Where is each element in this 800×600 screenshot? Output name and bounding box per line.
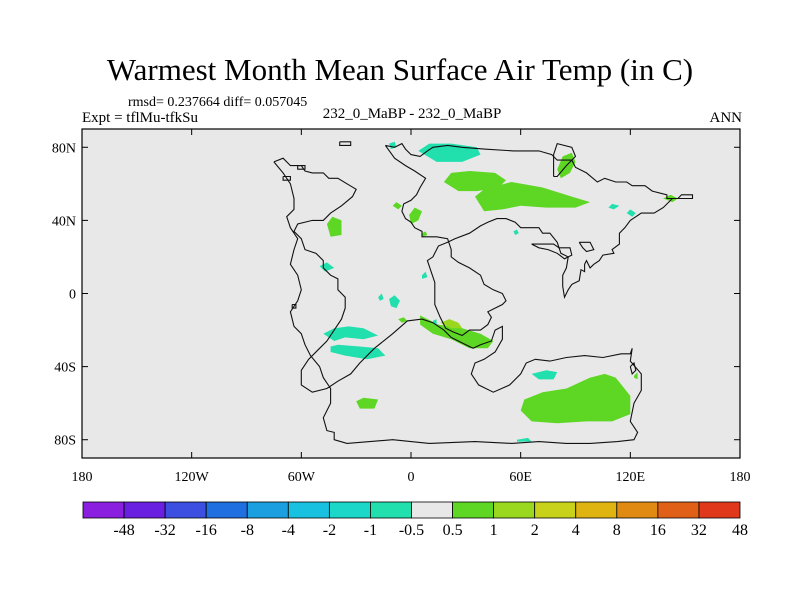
colorbar-box-10 xyxy=(493,501,536,519)
colorbar-label-10: 2 xyxy=(531,522,539,539)
coastline-6 xyxy=(282,175,291,181)
coastlines xyxy=(273,141,694,444)
colorbar-box-6 xyxy=(328,501,371,519)
anomaly-patch-22 xyxy=(531,370,558,380)
colorbar-box-11 xyxy=(534,501,577,519)
colorbar-box-7 xyxy=(370,501,412,519)
anomaly-patch-19 xyxy=(389,295,400,309)
anomaly-patch-20 xyxy=(422,271,428,279)
colorbar-label-14: 32 xyxy=(691,522,707,539)
anomaly-patch-23 xyxy=(608,203,620,210)
colorbar-label-7: -0.5 xyxy=(399,522,424,539)
stats-text: rmsd= 0.237664 diff= 0.057045 xyxy=(128,95,308,110)
coastline-7 xyxy=(297,165,306,170)
anomaly-patch-0 xyxy=(443,171,506,192)
anomaly-patch-14 xyxy=(418,143,481,162)
plot-area xyxy=(82,129,740,458)
colorbar-label-6: -1 xyxy=(364,522,377,539)
colorbar-box-9 xyxy=(452,501,495,519)
y-tick-label-1: 40N xyxy=(52,214,76,229)
anomaly-patch-24 xyxy=(626,209,636,217)
anomaly-patch-26 xyxy=(517,437,532,442)
colorbar-box-3 xyxy=(205,501,248,519)
colorbar-label-11: 4 xyxy=(572,522,580,539)
x-tick-label-1: 120W xyxy=(175,470,210,485)
anomaly-patch-5 xyxy=(409,207,422,224)
x-tick-label-5: 120E xyxy=(616,470,646,485)
chart-title: Warmest Month Mean Surface Air Temp (in … xyxy=(106,52,694,87)
coastline-2 xyxy=(531,243,573,260)
season-label: ANN xyxy=(709,110,743,126)
colorbar-box-1 xyxy=(123,501,166,519)
anomaly-patch-4 xyxy=(326,216,342,237)
colorbar-box-13 xyxy=(616,501,659,519)
x-tick-label-0: 180 xyxy=(72,470,93,485)
anomaly-patch-6 xyxy=(392,202,402,210)
colorbar-box-5 xyxy=(287,501,330,519)
anomaly-patch-11 xyxy=(422,231,428,237)
coastline-8 xyxy=(291,303,297,309)
x-tick-label-4: 60E xyxy=(509,470,532,485)
x-tick-label-2: 60W xyxy=(288,470,316,485)
coastline-3 xyxy=(578,241,595,253)
y-tick-label-0: 80N xyxy=(52,141,76,156)
x-tick-label-6: 180 xyxy=(730,470,751,485)
x-tick-label-3: 0 xyxy=(408,470,415,485)
coastline-5 xyxy=(273,157,642,444)
anomaly-patch-17 xyxy=(330,344,386,360)
colorbar-box-12 xyxy=(575,501,618,519)
colorbar-label-3: -8 xyxy=(241,522,254,539)
colorbar-box-4 xyxy=(246,501,289,519)
colorbar-label-15: 48 xyxy=(732,522,748,539)
coastline-0 xyxy=(339,141,352,146)
experiment-label: Expt = tflMu-tfkSu xyxy=(82,110,198,126)
anomaly-patch-8 xyxy=(520,373,631,424)
colorbar-box-8 xyxy=(411,501,453,519)
anomaly-patch-7 xyxy=(420,315,494,349)
colorbar-label-12: 8 xyxy=(613,522,621,539)
y-tick-label-3: 40S xyxy=(54,361,76,376)
y-tick-label-2: 0 xyxy=(69,288,76,303)
anomaly-patch-27 xyxy=(513,229,519,235)
colorbar-label-5: -2 xyxy=(323,522,336,539)
colorbar-box-14 xyxy=(657,501,700,519)
comparison-label: 232_0_MaBP - 232_0_MaBP xyxy=(322,106,502,122)
colorbar-label-8: 0.5 xyxy=(443,522,463,539)
anomaly-patch-16 xyxy=(323,326,379,341)
anomaly-patch-1 xyxy=(475,182,591,212)
colorbar-box-15 xyxy=(698,501,741,519)
anomaly-patch-13 xyxy=(440,319,463,329)
colorbar-label-1: -32 xyxy=(154,522,175,539)
anomaly-patch-25 xyxy=(378,293,384,301)
colorbar-label-2: -16 xyxy=(196,522,217,539)
colorbar-label-13: 16 xyxy=(650,522,666,539)
colorbar-label-0: -48 xyxy=(113,522,134,539)
anomaly-patch-12 xyxy=(634,372,638,380)
colorbar-label-9: 1 xyxy=(490,522,498,539)
y-tick-label-4: 80S xyxy=(54,434,76,449)
axes: 180 120W 60W 0 60E 120E 180 80N 40N 0 40S 80S xyxy=(52,129,751,485)
anomaly-patch-9 xyxy=(356,397,379,409)
coastline-4 xyxy=(553,142,577,178)
anomaly-patch-10 xyxy=(398,317,408,323)
colorbar-box-2 xyxy=(164,501,207,519)
colorbar: -48 -32 -16 -8 -4 -2 -1 -0.5 0.5 1 2 4 8 16 32 48 xyxy=(82,501,748,539)
coastline-9 xyxy=(629,361,637,375)
colorbar-label-4: -4 xyxy=(282,522,295,539)
colorbar-box-0 xyxy=(82,501,125,519)
